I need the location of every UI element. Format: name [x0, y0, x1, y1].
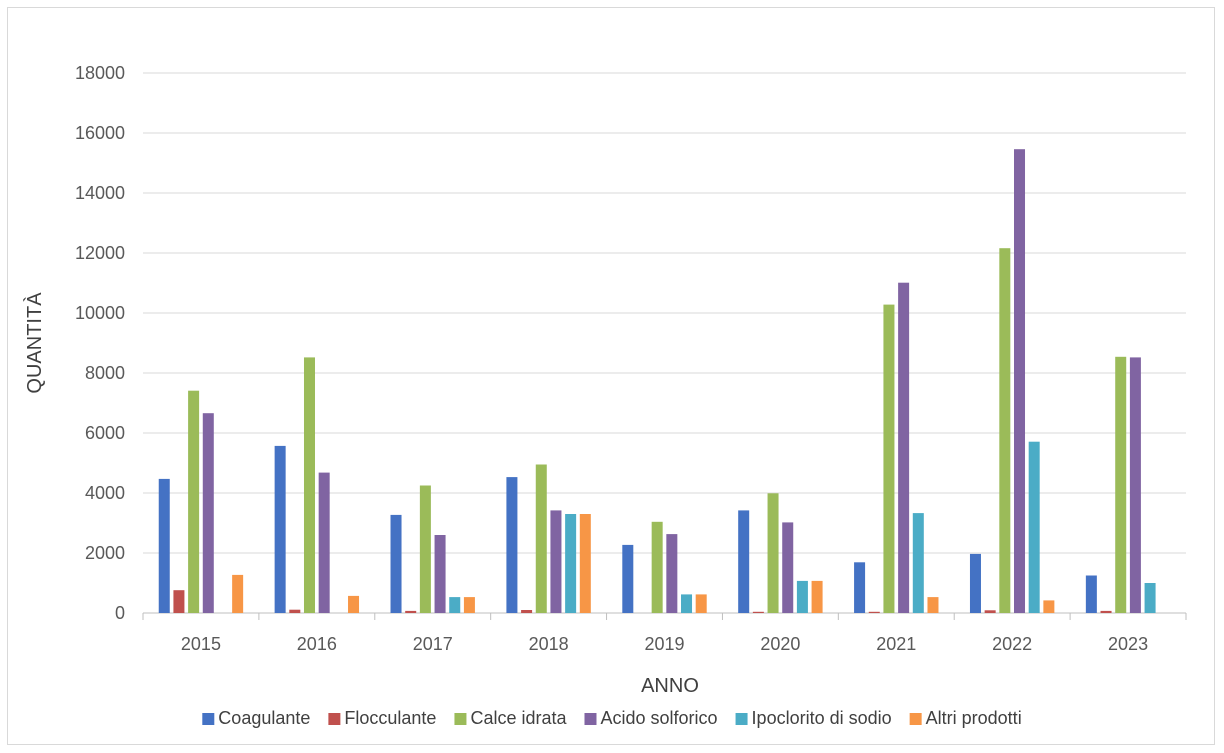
bar — [348, 595, 360, 613]
legend-label: Ipoclorito di sodio — [752, 708, 892, 728]
bar — [738, 510, 750, 613]
bar — [622, 544, 634, 613]
bar — [405, 610, 417, 613]
bar — [1085, 575, 1097, 613]
x-tick-label: 2016 — [297, 634, 337, 654]
x-tick-label: 2018 — [529, 634, 569, 654]
bar — [232, 574, 244, 613]
bar — [289, 609, 301, 613]
y-tick-label: 2000 — [85, 543, 125, 563]
bar — [449, 597, 461, 613]
bar — [1028, 441, 1040, 613]
bar — [782, 522, 794, 613]
bar — [318, 472, 330, 613]
legend-item: Altri prodotti — [909, 708, 1022, 728]
bar — [158, 478, 170, 613]
bar — [188, 390, 200, 613]
y-tick-label: 16000 — [75, 123, 125, 143]
y-tick-label: 4000 — [85, 483, 125, 503]
bar — [274, 445, 286, 613]
gridlines — [142, 72, 1187, 620]
legend-label: Acido solforico — [600, 708, 717, 728]
bar — [927, 597, 939, 613]
x-axis-title: ANNO — [641, 675, 699, 697]
y-tick-label: 18000 — [75, 63, 125, 83]
x-tick-label: 2023 — [1108, 634, 1148, 654]
x-tick-label: 2021 — [876, 634, 916, 654]
bar — [999, 248, 1011, 613]
bar — [767, 493, 779, 613]
bar — [811, 580, 823, 613]
bar — [565, 514, 577, 613]
bar — [434, 535, 446, 613]
legend-swatch — [909, 713, 922, 725]
legend-item: Calce idrata — [454, 708, 567, 728]
x-tick-label: 2019 — [644, 634, 684, 654]
bars — [158, 149, 1156, 613]
bar — [463, 597, 475, 613]
legend-label: Calce idrata — [470, 708, 567, 728]
bar — [419, 485, 431, 613]
y-tick-label: 6000 — [85, 423, 125, 443]
legend-swatch — [735, 713, 748, 725]
legend-label: Altri prodotti — [926, 708, 1022, 728]
legend-swatch — [454, 713, 467, 725]
bar — [1129, 357, 1141, 613]
y-tick-label: 0 — [115, 603, 125, 623]
y-tick-label: 14000 — [75, 183, 125, 203]
chart-frame — [7, 7, 1215, 745]
bar — [695, 594, 707, 613]
bar — [666, 534, 678, 613]
legend-label: Coagulante — [218, 708, 310, 728]
legend-swatch — [328, 713, 341, 725]
y-tick-label: 12000 — [75, 243, 125, 263]
bar — [1115, 356, 1127, 613]
x-tick-labels: 2015 2016 2017 2018 2019 2020 2021 2022 2023 — [181, 634, 1148, 654]
bar — [173, 590, 185, 613]
legend-label: Flocculante — [344, 708, 436, 728]
bar — [1014, 149, 1026, 613]
bar — [868, 611, 880, 613]
bar — [752, 611, 764, 613]
legend-swatch — [202, 713, 215, 725]
bar — [651, 521, 663, 613]
legend-item: Coagulante — [202, 708, 310, 728]
bar — [390, 514, 402, 613]
bar — [506, 477, 518, 613]
bar — [984, 610, 996, 613]
legend-item: Ipoclorito di sodio — [735, 708, 892, 728]
bar — [521, 610, 533, 613]
y-axis-title: QUANTITÀ — [23, 292, 46, 394]
legend: Coagulante Flocculante Calce idrata Acido s… — [202, 708, 1022, 728]
bar — [202, 413, 214, 613]
x-tick-label: 2022 — [992, 634, 1032, 654]
y-tick-label: 10000 — [75, 303, 125, 323]
bar — [796, 580, 808, 613]
bar — [579, 514, 591, 613]
x-tick-label: 2015 — [181, 634, 221, 654]
legend-item: Acido solforico — [584, 708, 718, 728]
bar — [681, 594, 693, 613]
x-tick-label: 2017 — [413, 634, 453, 654]
x-tick-label: 2020 — [760, 634, 800, 654]
legend-swatch — [584, 713, 597, 725]
bar — [898, 282, 910, 613]
bar — [1144, 583, 1156, 613]
bar — [969, 553, 981, 613]
bar — [303, 357, 315, 613]
legend-item: Flocculante — [328, 708, 436, 728]
bar — [912, 513, 924, 613]
bar — [883, 304, 895, 613]
bar — [1100, 610, 1112, 613]
y-tick-labels: 0 2000 4000 6000 8000 10000 12000 14000 16000 180… — [75, 63, 125, 623]
bar — [854, 562, 866, 613]
bar — [550, 510, 562, 613]
y-tick-label: 8000 — [85, 363, 125, 383]
bar — [535, 464, 547, 613]
bar — [1043, 600, 1055, 613]
